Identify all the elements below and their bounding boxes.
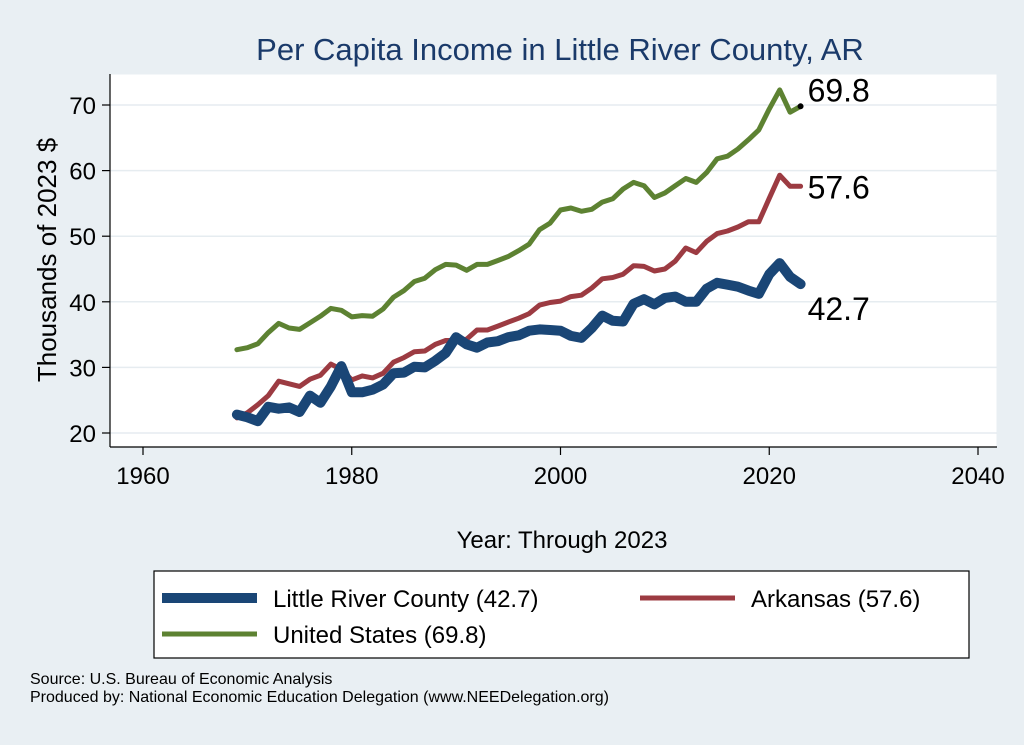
y-axis-title: Thousands of 2023 $ <box>32 137 62 382</box>
y-tick-label: 20 <box>69 421 96 448</box>
x-axis-title: Year: Through 2023 <box>457 527 668 554</box>
end-marker-us <box>797 103 804 110</box>
x-tick-label: 1980 <box>325 463 378 490</box>
y-tick-label: 40 <box>69 290 96 317</box>
x-tick-label: 2000 <box>534 463 587 490</box>
source-line: Source: U.S. Bureau of Economic Analysis <box>30 671 333 688</box>
series-line-us <box>234 87 804 353</box>
legend-label-county: Little River County (42.7) <box>273 586 538 613</box>
series-line-county <box>231 258 806 427</box>
x-tick-label: 1960 <box>116 463 169 490</box>
series-line-arkansas <box>234 172 804 421</box>
y-tick-label: 70 <box>69 93 96 120</box>
x-tick-label: 2040 <box>951 463 1004 490</box>
plot-area <box>109 73 998 448</box>
end-label-county: 42.7 <box>808 291 870 327</box>
end-label-us: 69.8 <box>808 72 870 108</box>
y-tick-label: 60 <box>69 159 96 186</box>
legend <box>153 570 970 659</box>
legend-label-arkansas: Arkansas (57.6) <box>751 586 920 613</box>
x-tick-label: 2020 <box>743 463 796 490</box>
producer-line: Produced by: National Economic Education… <box>30 689 609 706</box>
y-tick-label: 30 <box>69 355 96 382</box>
end-label-arkansas: 57.6 <box>808 169 870 205</box>
legend-label-us: United States (69.8) <box>273 622 486 649</box>
chart-title: Per Capita Income in Little River County… <box>256 32 864 67</box>
source-notes: Source: U.S. Bureau of Economic Analysis… <box>30 671 609 707</box>
y-tick-label: 50 <box>69 224 96 251</box>
